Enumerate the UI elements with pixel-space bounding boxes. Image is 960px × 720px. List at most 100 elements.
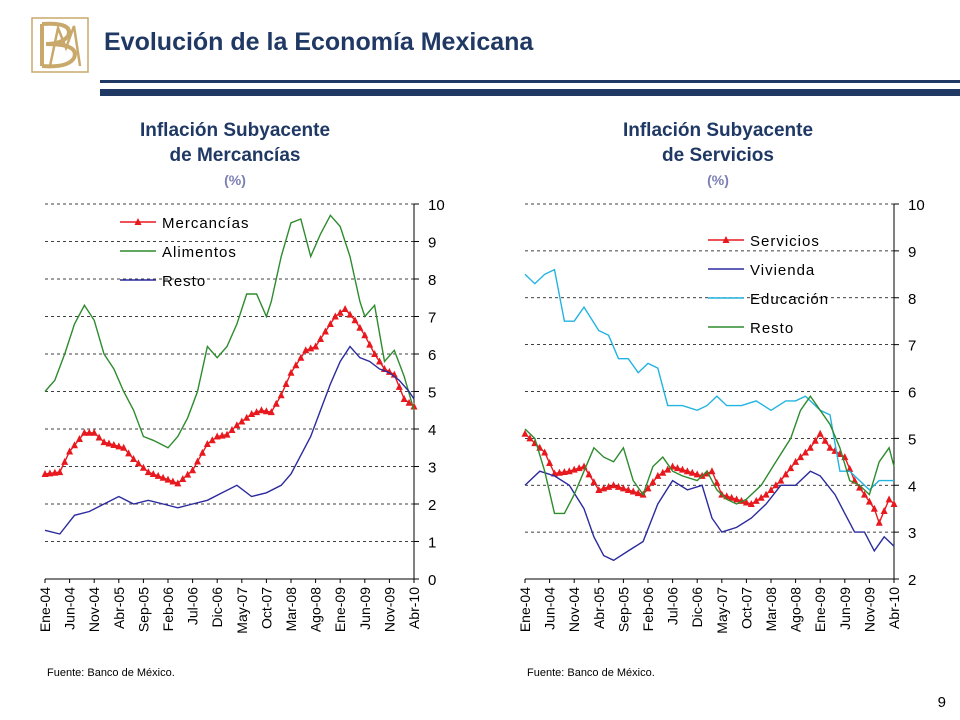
series-line-vivienda [524, 470, 895, 562]
series-line-educación [524, 268, 894, 491]
legend-label: Resto [750, 320, 794, 337]
data-point-marker [154, 471, 162, 479]
data-point-marker [134, 459, 142, 467]
data-point-marker [66, 447, 74, 455]
data-point-marker [610, 481, 618, 489]
data-point-marker [149, 470, 157, 477]
x-tick-label: Ene-04 [37, 587, 53, 632]
data-point-marker [243, 413, 251, 421]
y-tick-label: 5 [908, 431, 916, 448]
y-tick-label: 5 [428, 385, 436, 402]
x-tick-label: Ago-08 [788, 587, 804, 632]
x-tick-label: Nov-04 [566, 587, 582, 632]
data-point-marker [105, 439, 113, 447]
data-point-marker [125, 449, 133, 457]
data-point-marker [792, 457, 800, 465]
data-point-marker [71, 441, 79, 449]
data-point-marker [326, 320, 334, 327]
data-point-marker [307, 344, 315, 352]
x-tick-label: Ene-09 [812, 587, 828, 632]
data-point-marker [654, 471, 662, 479]
x-tick-label: Dic-06 [209, 587, 225, 628]
legend-label: Vivienda [750, 262, 815, 279]
header-rule-thin [100, 80, 960, 83]
data-point-marker [90, 428, 98, 436]
legend-label: Alimentos [162, 244, 237, 261]
data-point-marker [144, 468, 152, 476]
y-tick-label: 6 [908, 385, 916, 402]
data-point-marker [860, 490, 868, 498]
source-note-servicios: Fuente: Banco de México. [527, 667, 655, 679]
data-point-marker [194, 457, 202, 465]
data-point-marker [541, 448, 549, 456]
y-tick-label: 6 [428, 347, 436, 364]
x-tick-label: Abr-05 [591, 587, 607, 629]
data-point-marker [95, 433, 103, 441]
x-tick-label: Sep-05 [615, 587, 631, 632]
data-point-marker [164, 475, 172, 483]
data-point-marker [228, 425, 236, 433]
y-tick-label: 3 [908, 525, 916, 542]
data-point-marker [546, 458, 554, 466]
x-tick-label: Jul-06 [665, 587, 681, 625]
x-tick-label: Feb-06 [640, 587, 656, 632]
series-line-resto [524, 394, 895, 515]
y-tick-label: 2 [428, 497, 436, 514]
data-point-marker [179, 475, 187, 482]
x-tick-label: Ene-04 [517, 587, 533, 632]
data-point-marker [728, 493, 736, 501]
data-point-marker [713, 478, 721, 486]
legend-label: Servicios [750, 233, 820, 250]
y-tick-label: 2 [908, 572, 916, 589]
data-point-marker [846, 464, 854, 472]
x-tick-label: Ago-08 [308, 587, 324, 632]
legend-label: Resto [162, 273, 206, 290]
data-point-marker [218, 431, 226, 439]
y-tick-label: 3 [428, 460, 436, 477]
data-point-marker [174, 479, 182, 487]
data-point-marker [80, 428, 88, 436]
x-tick-label: Mar-08 [763, 587, 779, 632]
data-point-marker [317, 335, 325, 342]
data-point-marker [248, 410, 256, 417]
data-point-marker [341, 305, 349, 312]
data-point-marker [806, 443, 814, 451]
data-point-marker [331, 312, 339, 320]
legend: Mercancías Alimentos Resto [120, 215, 250, 290]
data-point-marker [856, 483, 864, 491]
source-note-mercancias: Fuente: Banco de México. [47, 667, 175, 679]
data-point-marker [115, 442, 123, 450]
y-tick-label: 8 [908, 291, 916, 308]
data-point-marker [521, 429, 529, 437]
data-point-marker [526, 434, 534, 442]
data-point-marker [410, 402, 418, 410]
x-tick-label: Jun-04 [542, 587, 558, 630]
data-point-marker [371, 350, 379, 357]
data-point-marker [560, 467, 568, 475]
chart-unit-servicios: (%) [707, 172, 729, 188]
data-point-marker [120, 443, 128, 451]
data-point-marker [61, 457, 69, 465]
data-point-marker [282, 380, 290, 387]
x-tick-label: May-07 [714, 587, 730, 634]
data-point-marker [777, 476, 785, 484]
y-tick-label: 10 [908, 197, 925, 214]
chart-unit-mercancias: (%) [224, 172, 246, 188]
data-point-marker [139, 463, 147, 471]
data-point-marker [708, 467, 716, 475]
chart-title-line-2: de Mercancías [169, 145, 301, 166]
data-point-marker [75, 435, 83, 442]
data-point-marker [634, 489, 642, 497]
data-point-marker [629, 487, 637, 495]
data-point-marker [385, 367, 393, 375]
data-point-marker [742, 498, 750, 506]
legend-label: Mercancías [162, 215, 250, 232]
data-point-marker [351, 316, 359, 324]
data-point-marker [203, 440, 211, 447]
data-point-marker [321, 327, 329, 335]
x-tick-label: Sep-05 [135, 587, 151, 632]
data-point-marker [885, 495, 893, 503]
data-point-marker [590, 478, 598, 486]
y-tick-label: 10 [428, 197, 445, 214]
data-point-marker [233, 421, 241, 429]
